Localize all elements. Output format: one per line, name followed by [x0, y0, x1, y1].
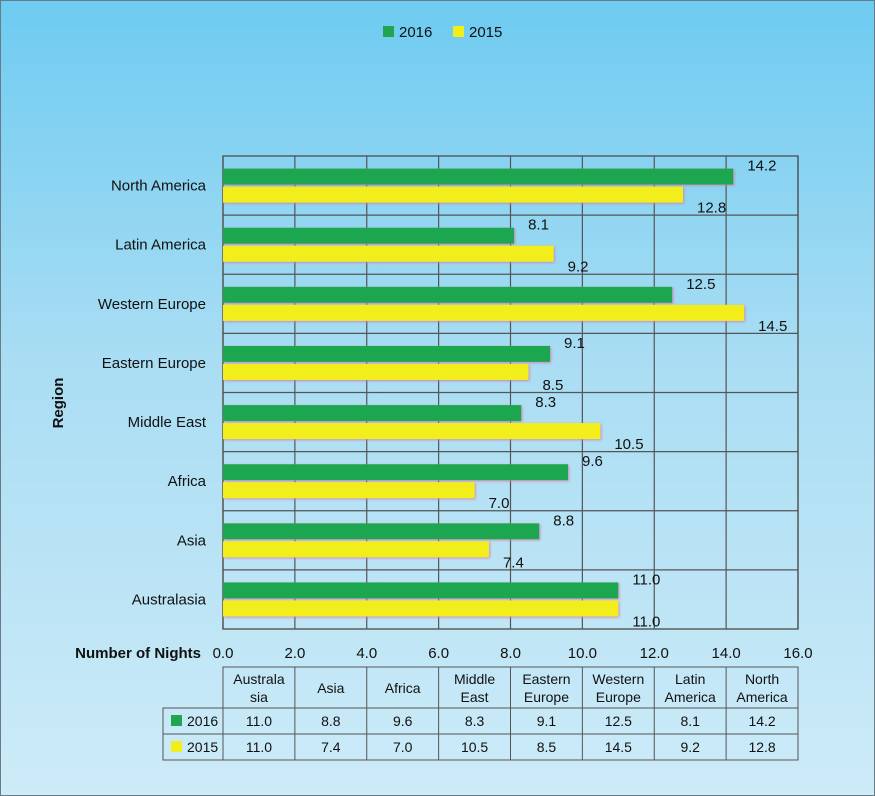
- bar-2015: [223, 245, 554, 262]
- table-cell: 14.5: [605, 739, 632, 755]
- table-header-cell: Africa: [385, 680, 421, 696]
- bar-2016: [223, 345, 551, 362]
- category-label: Eastern Europe: [102, 355, 206, 372]
- table-header-cell: East: [461, 689, 489, 705]
- bar-2016: [223, 286, 673, 303]
- table-header-cell: sia: [250, 689, 268, 705]
- table-cell: 9.1: [537, 713, 557, 729]
- data-table: Australa sia Asia Africa Middle East Eastern Eu…: [162, 666, 799, 761]
- value-labels: 11.0 11.0 8.8 7.4 9.6 7.0 8.3 10.5 9.1 8.5 12.5 14.…: [489, 158, 788, 631]
- table-cell: 12.8: [748, 739, 775, 755]
- category-label: Asia: [177, 532, 207, 549]
- table-cell: 8.8: [321, 713, 341, 729]
- value-label: 10.5: [614, 436, 643, 453]
- value-label: 14.2: [747, 158, 776, 175]
- x-tick-label: 12.0: [640, 645, 669, 662]
- table-cell: 8.3: [465, 713, 485, 729]
- value-label: 8.5: [542, 377, 563, 394]
- table-key-swatch: [171, 741, 182, 752]
- table-header-cell: North: [745, 671, 779, 687]
- table-cell: 9.2: [680, 739, 700, 755]
- table-cell: 11.0: [246, 713, 272, 729]
- table-header-cell: America: [665, 689, 717, 705]
- value-label: 11.0: [632, 613, 660, 630]
- table-cell: 10.5: [461, 739, 488, 755]
- table-header-cell: Western: [592, 671, 644, 687]
- x-tick-label: 14.0: [712, 645, 741, 662]
- category-labels: Australasia Asia Africa Middle East Eastern …: [98, 178, 207, 609]
- category-label: North America: [111, 178, 207, 195]
- x-tick-label: 16.0: [783, 645, 812, 662]
- legend-label: 2015: [469, 24, 502, 41]
- table-cell: 7.4: [321, 739, 341, 755]
- x-tick-label: 8.0: [500, 645, 521, 662]
- table-cell: 9.6: [393, 713, 413, 729]
- table-cell: 14.2: [748, 713, 775, 729]
- bar-2015: [223, 423, 601, 440]
- value-label: 11.0: [632, 571, 660, 588]
- value-label: 12.8: [697, 200, 726, 217]
- value-label: 9.2: [568, 259, 589, 276]
- table-header-cell: Middle: [454, 671, 495, 687]
- bar-2015: [223, 482, 475, 499]
- value-label: 12.5: [686, 276, 715, 293]
- table-header-cell: Eastern: [522, 671, 570, 687]
- legend-swatch: [453, 26, 464, 37]
- x-tick-labels: 0.0 2.0 4.0 6.0 8.0 10.0 12.0 14.0 16.0: [213, 645, 813, 662]
- category-label: Middle East: [128, 414, 207, 431]
- value-label: 8.1: [528, 217, 549, 234]
- legend: 2016 2015: [383, 24, 502, 41]
- table-header-cell: Asia: [317, 680, 344, 696]
- y-axis-title: Region: [50, 378, 67, 429]
- bar-2015: [223, 186, 683, 203]
- category-label: Australasia: [132, 591, 207, 608]
- table-row-label: 2016: [187, 713, 218, 729]
- value-label: 9.1: [564, 335, 585, 352]
- bar-2016: [223, 464, 568, 481]
- table-cell: 11.0: [246, 739, 272, 755]
- bar-2015: [223, 541, 489, 558]
- value-label: 14.5: [758, 318, 787, 335]
- value-label: 7.4: [503, 554, 524, 571]
- table-cell: 12.5: [605, 713, 632, 729]
- value-label: 8.8: [553, 512, 574, 529]
- value-label: 8.3: [535, 394, 556, 411]
- table-cell: 7.0: [393, 739, 413, 755]
- bar-2015: [223, 304, 745, 321]
- legend-swatch: [383, 26, 394, 37]
- x-tick-label: 2.0: [284, 645, 305, 662]
- table-header-cell: Australa: [233, 671, 285, 687]
- table-row-label: 2015: [187, 739, 218, 755]
- bar-2015: [223, 363, 529, 380]
- x-tick-label: 10.0: [568, 645, 597, 662]
- table-key-swatch: [171, 715, 182, 726]
- bar-2016: [223, 523, 540, 540]
- category-label: Western Europe: [98, 296, 206, 313]
- table-cell: 8.5: [537, 739, 557, 755]
- table-header-cell: Europe: [524, 689, 569, 705]
- table-header-cell: Europe: [596, 689, 641, 705]
- bar-2016: [223, 405, 522, 422]
- bar-2015: [223, 600, 619, 617]
- bar-2016: [223, 227, 515, 244]
- bars: [223, 168, 745, 617]
- table-header-cell: America: [736, 689, 788, 705]
- bar-2016: [223, 582, 619, 599]
- bar-2016: [223, 168, 734, 185]
- table-header-cell: Latin: [675, 671, 705, 687]
- table-cell: 8.1: [680, 713, 700, 729]
- category-label: Africa: [168, 473, 207, 490]
- legend-label: 2016: [399, 24, 432, 41]
- x-tick-label: 6.0: [428, 645, 449, 662]
- category-label: Latin America: [115, 237, 207, 254]
- x-tick-label: 0.0: [213, 645, 234, 662]
- value-label: 9.6: [582, 453, 603, 470]
- value-label: 7.0: [489, 495, 510, 512]
- x-tick-label: 4.0: [356, 645, 377, 662]
- x-axis-title: Number of Nights: [75, 645, 201, 662]
